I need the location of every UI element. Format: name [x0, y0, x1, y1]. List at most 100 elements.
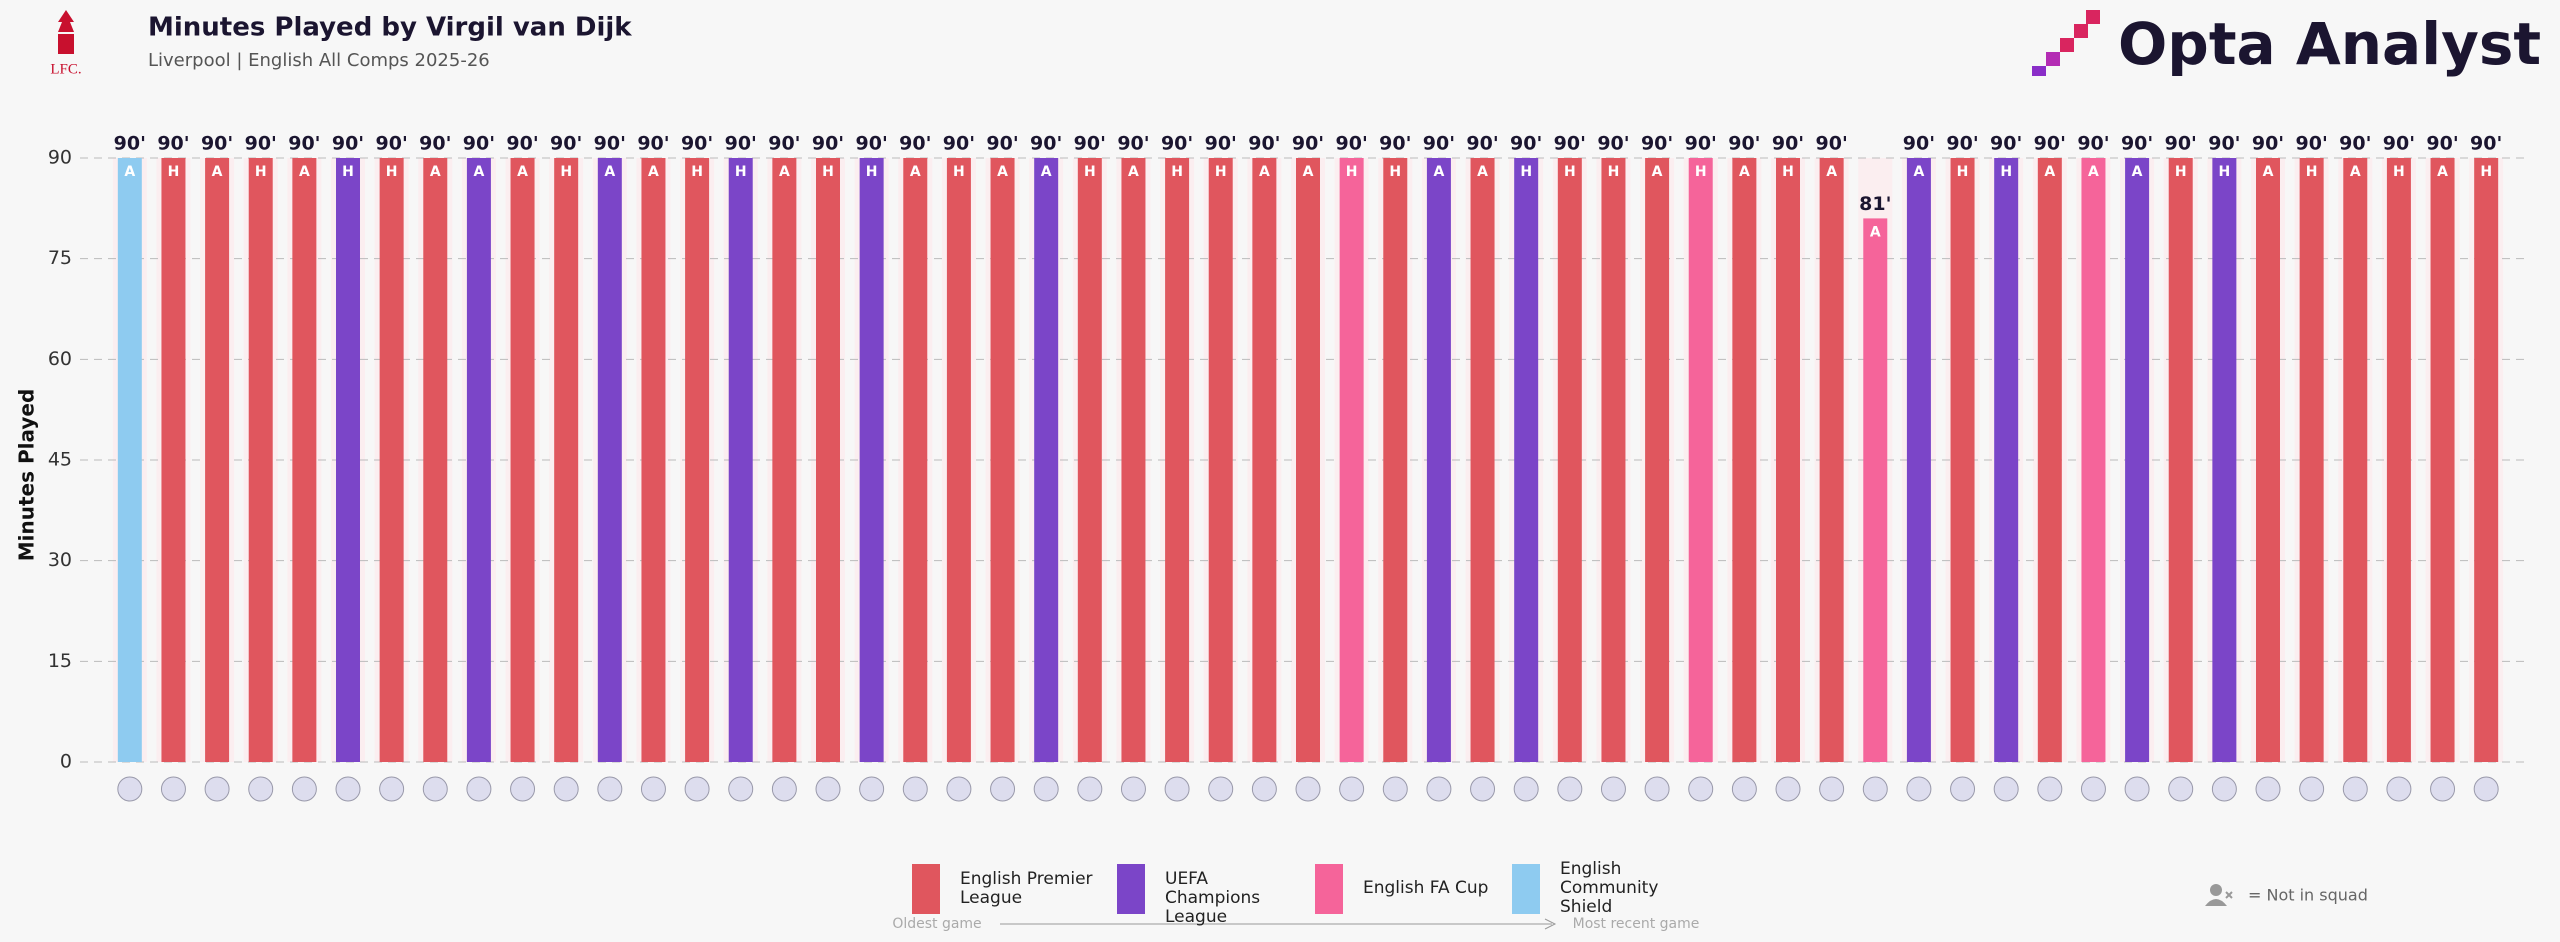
opponent-badge	[2430, 776, 2456, 802]
venue-label: H	[691, 164, 703, 180]
value-label: 90'	[1990, 133, 2022, 155]
value-label: 90'	[1336, 133, 1368, 155]
opponent-badge	[2386, 776, 2412, 802]
opponent-badge	[1775, 776, 1801, 802]
opponent-badge	[1862, 776, 1888, 802]
bar	[2125, 158, 2150, 762]
bar	[1208, 158, 1233, 762]
bar	[1950, 158, 1975, 762]
opponent-badge	[1819, 776, 1845, 802]
bar	[1252, 158, 1277, 762]
venue-label: H	[1782, 164, 1794, 180]
bar	[1077, 158, 1102, 762]
value-label: 90'	[1292, 133, 1324, 155]
value-label: 90'	[1685, 133, 1717, 155]
venue-label: A	[2044, 164, 2055, 180]
opponent-badge	[728, 776, 754, 802]
oldest-label: Oldest game	[892, 916, 981, 932]
venue-label: A	[1259, 164, 1270, 180]
time-arrow-head	[1544, 918, 1557, 930]
brand-icon	[2032, 10, 2100, 76]
value-label: 90'	[725, 133, 757, 155]
bar	[466, 158, 491, 762]
value-label: 90'	[681, 133, 713, 155]
value-label: 90'	[1510, 133, 1542, 155]
opponent-badge	[946, 776, 972, 802]
opponent-badge	[1251, 776, 1277, 802]
opponent-badge	[466, 776, 492, 802]
venue-label: A	[648, 164, 659, 180]
bar	[554, 158, 579, 762]
bar	[1557, 158, 1582, 762]
opponent-badge	[1644, 776, 1670, 802]
bar	[1339, 158, 1364, 762]
value-label: 90'	[201, 133, 233, 155]
bar	[2256, 158, 2280, 762]
bar	[1732, 158, 1757, 762]
bar	[510, 158, 535, 762]
venue-label: H	[1171, 164, 1183, 180]
venue-label: A	[1913, 164, 1924, 180]
venue-label: H	[2175, 164, 2187, 180]
value-label: 90'	[1597, 133, 1629, 155]
value-label: 90'	[1554, 133, 1586, 155]
value-label: 90'	[768, 133, 800, 155]
venue-label: H	[822, 164, 834, 180]
bar	[1514, 158, 1539, 762]
opponent-badge	[379, 776, 405, 802]
value-label: 90'	[1728, 133, 1760, 155]
opponent-badge	[1077, 776, 1103, 802]
opponent-badge	[2037, 776, 2063, 802]
bar	[1426, 158, 1451, 762]
venue-label: A	[1477, 164, 1488, 180]
legend-label: English Community Shield	[1560, 859, 1659, 917]
venue-label: H	[1564, 164, 1576, 180]
not-in-squad-label: = Not in squad	[2248, 886, 2368, 905]
value-label: 90'	[986, 133, 1018, 155]
y-tick-label: 45	[48, 449, 72, 471]
value-label: 90'	[2426, 133, 2458, 155]
venue-label: H	[1695, 164, 1707, 180]
venue-label: H	[2480, 164, 2492, 180]
value-label: 90'	[2121, 133, 2153, 155]
value-label: 90'	[332, 133, 364, 155]
value-label: 90'	[1423, 133, 1455, 155]
value-label: 90'	[1816, 133, 1848, 155]
venue-label: A	[1870, 224, 1881, 240]
venue-label: H	[1346, 164, 1358, 180]
opponent-badge	[990, 776, 1016, 802]
venue-label: A	[2437, 164, 2448, 180]
venue-label: A	[2263, 164, 2274, 180]
venue-label: A	[2132, 164, 2143, 180]
opponent-badge	[1033, 776, 1059, 802]
opponent-badge	[1164, 776, 1190, 802]
chart-subtitle: Liverpool | English All Comps 2025-26	[148, 50, 490, 71]
venue-label: H	[1957, 164, 1969, 180]
opponent-badge	[1557, 776, 1583, 802]
value-label: 90'	[1946, 133, 1978, 155]
bar	[2430, 158, 2455, 762]
y-tick-label: 75	[48, 247, 72, 269]
legend-label: English Premier League	[960, 869, 1093, 908]
bar	[903, 158, 928, 762]
opponent-badge	[510, 776, 536, 802]
venue-label: H	[1215, 164, 1227, 180]
bar	[946, 158, 971, 762]
value-label: 90'	[506, 133, 538, 155]
opponent-badge	[1950, 776, 1976, 802]
venue-label: A	[2350, 164, 2361, 180]
value-label: 90'	[419, 133, 451, 155]
venue-label: A	[779, 164, 790, 180]
bar	[423, 158, 448, 762]
value-label: 90'	[1205, 133, 1237, 155]
opponent-badge	[248, 776, 274, 802]
opponent-badge	[1731, 776, 1757, 802]
bar	[379, 158, 404, 762]
bar	[1863, 218, 1888, 762]
venue-label: H	[1608, 164, 1620, 180]
opponent-badge	[597, 776, 623, 802]
venue-label: A	[1433, 164, 1444, 180]
opponent-badge	[1208, 776, 1234, 802]
legend-swatch	[1315, 864, 1343, 914]
